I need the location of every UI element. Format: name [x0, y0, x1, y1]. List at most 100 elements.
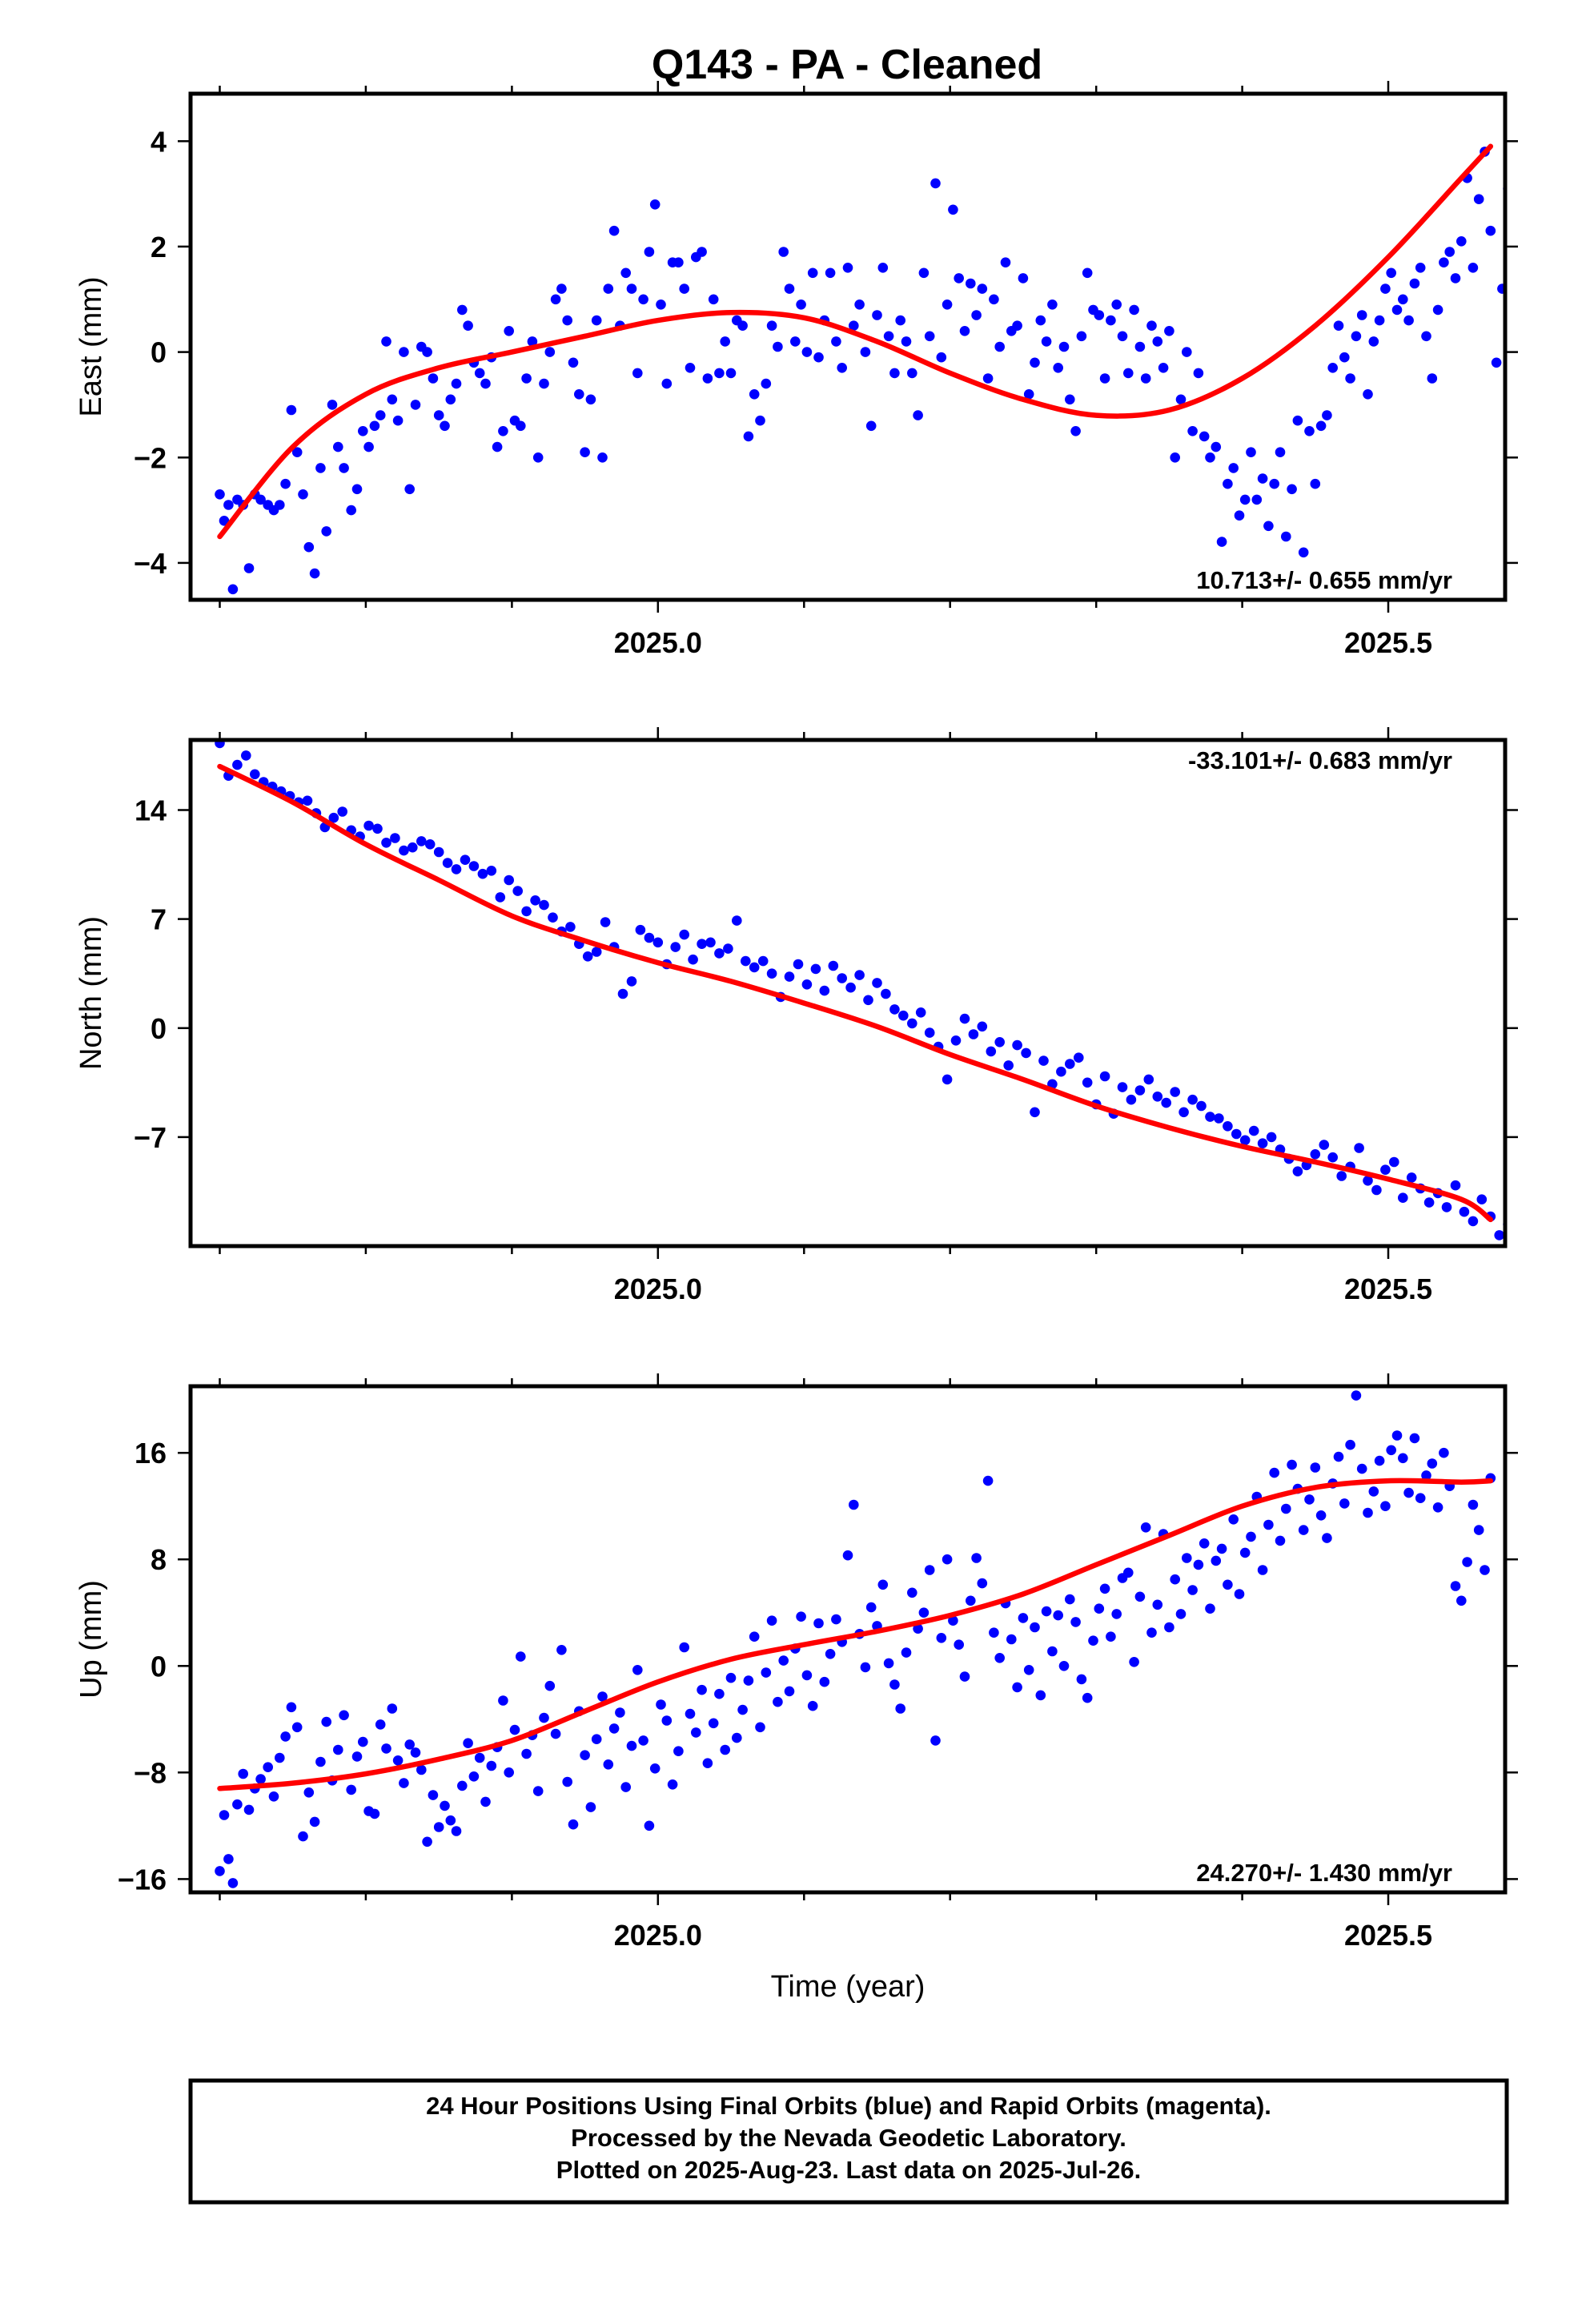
- east-data-point: [568, 357, 579, 368]
- north-data-point: [959, 1013, 970, 1024]
- up-data-point: [585, 1802, 596, 1812]
- up-data-point: [907, 1587, 917, 1598]
- up-data-point: [1065, 1594, 1075, 1605]
- up-data-point: [1076, 1674, 1087, 1685]
- north-data-point: [1065, 1059, 1075, 1069]
- east-data-point: [1193, 368, 1204, 379]
- east-data-point: [451, 378, 462, 389]
- east-data-point: [521, 373, 532, 384]
- east-data-point: [1134, 341, 1146, 352]
- east-data-point: [966, 278, 976, 289]
- east-data-point: [227, 584, 239, 595]
- up-points: [215, 1390, 1496, 1888]
- east-data-point: [1456, 236, 1467, 247]
- north-data-point: [390, 833, 400, 843]
- east-data-point: [387, 394, 398, 405]
- east-data-point: [433, 410, 444, 420]
- up-data-point: [1041, 1606, 1052, 1617]
- east-data-point: [773, 341, 783, 352]
- east-data-point: [585, 394, 596, 405]
- north-data-point: [486, 866, 497, 876]
- east-data-point: [1263, 521, 1274, 532]
- up-data-point: [1239, 1547, 1251, 1558]
- east-data-point: [971, 310, 982, 320]
- up-data-point: [1106, 1631, 1116, 1642]
- east-data-point: [889, 368, 900, 379]
- up-data-point: [1094, 1603, 1105, 1614]
- east-data-point: [982, 373, 994, 384]
- north-data-point: [337, 806, 348, 817]
- north-data-point: [477, 868, 488, 879]
- up-data-point: [280, 1731, 291, 1742]
- east-data-point: [1099, 373, 1110, 384]
- north-data-point: [600, 917, 611, 927]
- up-fit-line: [217, 1478, 1494, 1791]
- north-data-point: [644, 932, 655, 943]
- north-data-point: [1512, 1208, 1522, 1219]
- up-data-point: [1140, 1522, 1151, 1533]
- up-data-point: [603, 1759, 614, 1770]
- east-data-point: [766, 320, 777, 332]
- up-data-point: [842, 1550, 853, 1561]
- east-data-point: [673, 257, 684, 268]
- east-data-point: [351, 484, 363, 495]
- east-data-point: [392, 415, 404, 426]
- up-data-point: [889, 1679, 900, 1690]
- north-data-point: [521, 906, 532, 917]
- up-data-point: [504, 1767, 514, 1778]
- east-data-point: [1152, 336, 1163, 347]
- up-data-point: [930, 1735, 941, 1746]
- east-data-point: [1094, 310, 1105, 320]
- east-data-point: [339, 463, 349, 473]
- up-data-point: [1257, 1565, 1268, 1575]
- north-data-point: [714, 948, 725, 959]
- east-data-point: [737, 320, 748, 332]
- up-data-point: [1047, 1646, 1058, 1657]
- up-data-point: [656, 1699, 666, 1710]
- up-data-point: [1480, 1565, 1490, 1575]
- north-data-point: [468, 861, 480, 871]
- east-data-point: [1211, 441, 1222, 452]
- north-data-point: [565, 922, 576, 932]
- up-data-point: [1462, 1557, 1472, 1567]
- north-data-point: [679, 929, 689, 940]
- up-data-point: [1082, 1692, 1093, 1703]
- east-data-point: [989, 294, 999, 305]
- east-data-point: [428, 373, 439, 384]
- up-data-point: [982, 1475, 994, 1486]
- up-data-point: [1368, 1486, 1379, 1497]
- footer-line-2: Processed by the Nevada Geodetic Laborat…: [571, 2124, 1126, 2152]
- up-data-point: [580, 1750, 590, 1760]
- up-data-point: [550, 1728, 561, 1739]
- north-data-point: [250, 769, 260, 780]
- north-data-point: [232, 759, 243, 770]
- up-data-point: [948, 1615, 958, 1626]
- north-data-point: [1143, 1074, 1154, 1085]
- east-data-point: [1339, 352, 1350, 363]
- east-data-point: [1421, 331, 1431, 342]
- east-data-point: [1000, 257, 1011, 268]
- east-data-point: [656, 300, 666, 310]
- up-data-point: [1351, 1390, 1362, 1401]
- up-data-point: [1263, 1519, 1274, 1530]
- north-data-point: [968, 1029, 979, 1039]
- up-data-point: [521, 1748, 532, 1759]
- up-data-point: [232, 1799, 243, 1810]
- north-data-point: [381, 838, 391, 848]
- up-data-point: [807, 1700, 818, 1711]
- up-data-point: [263, 1762, 274, 1772]
- east-data-point: [895, 315, 905, 326]
- east-data-point: [977, 283, 988, 294]
- up-ytick-label: −16: [118, 1863, 167, 1896]
- east-data-point: [399, 347, 409, 357]
- north-data-point: [1266, 1132, 1277, 1143]
- east-data-point: [942, 300, 953, 310]
- east-data-point: [215, 489, 225, 500]
- up-data-point: [1304, 1494, 1315, 1505]
- up-data-point: [971, 1553, 982, 1563]
- east-data-point: [1515, 99, 1525, 110]
- east-data-point: [1520, 115, 1531, 126]
- north-data-point: [697, 939, 707, 949]
- up-data-point: [1111, 1609, 1122, 1619]
- east-data-point: [1035, 315, 1046, 326]
